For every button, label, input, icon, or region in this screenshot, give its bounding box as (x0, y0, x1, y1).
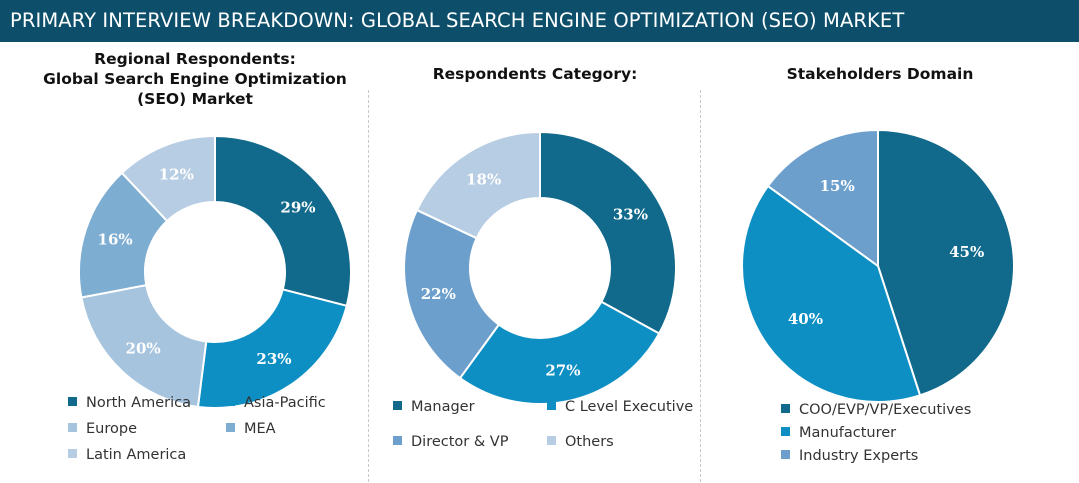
slice-industry-experts (766, 128, 879, 268)
legend-label: North America (86, 395, 191, 411)
legend-label: Industry Experts (799, 448, 919, 464)
legend-label: Director & VP (411, 434, 509, 450)
legend-label: Others (565, 434, 614, 450)
slice-c-level-executive (458, 300, 661, 406)
legend-item: Industry Experts (781, 448, 918, 464)
slice-coo-evp-vp-executives (877, 128, 1015, 397)
divider-left (368, 90, 369, 482)
slice-manufacturer (740, 184, 922, 403)
data-label: 29% (280, 199, 315, 217)
legend-item: C Level Executive (547, 399, 693, 415)
banner: PRIMARY INTERVIEW BREAKDOWN: GLOBAL SEAR… (0, 0, 1079, 42)
chart-title-line: Stakeholders Domain (786, 65, 974, 83)
legend-item: Others (547, 434, 614, 450)
legend-swatch (393, 401, 402, 410)
divider-right (700, 90, 701, 482)
legend-swatch (68, 423, 77, 432)
donut-chart-2: 33% 27% 22% 18% (403, 130, 677, 406)
data-label: 27% (545, 362, 580, 380)
data-label: 18% (466, 170, 501, 188)
slice-director-vp (403, 208, 501, 380)
legend-label: Europe (86, 421, 137, 437)
chart-title-1: Regional Respondents: Global Search Engin… (0, 49, 390, 109)
legend-label: COO/EVP/VP/Executives (799, 402, 972, 418)
legend-item: Latin America (68, 447, 186, 463)
legend-swatch (781, 427, 790, 436)
donut-chart-1: 29% 23% 20% 16% 12% (78, 134, 352, 409)
slice-asia-pacific (196, 288, 348, 409)
chart-title-2: Respondents Category: (380, 64, 690, 84)
legend-item: Director & VP (393, 434, 508, 450)
chart-title-line: Respondents Category: (432, 65, 638, 83)
legend-swatch (68, 397, 77, 406)
legend-item: MEA (226, 421, 276, 437)
slice-latin-america (120, 134, 216, 223)
legend-item: North America (68, 395, 191, 411)
chart-title-3: Stakeholders Domain (720, 64, 1040, 84)
slice-north-america (214, 134, 352, 308)
chart-title-line: Global Search Engine Optimization (43, 70, 347, 88)
data-label: 16% (98, 231, 133, 249)
legend-label: Latin America (86, 447, 187, 463)
legend-swatch (781, 450, 790, 459)
data-label: 15% (820, 177, 855, 195)
legend-label: C Level Executive (565, 399, 694, 415)
legend-swatch (781, 404, 790, 413)
data-label: 45% (949, 243, 984, 261)
legend-swatch (547, 436, 556, 445)
chart-title-line: (SEO) Market (137, 90, 253, 108)
legend-label: Manager (411, 399, 475, 415)
data-label: 40% (788, 310, 823, 328)
data-label: 20% (126, 340, 161, 358)
chart-title-line: Regional Respondents: (94, 50, 296, 68)
legend-swatch (226, 423, 235, 432)
slice-europe (80, 283, 208, 409)
legend-swatch (68, 449, 77, 458)
legend-item: Europe (68, 421, 137, 437)
legend-label: MEA (244, 421, 276, 437)
legend-item: Asia-Pacific (226, 395, 326, 411)
donut-chart-3: 45% 40% 15% (740, 128, 1015, 403)
legend-swatch (393, 436, 402, 445)
banner-title: PRIMARY INTERVIEW BREAKDOWN: GLOBAL SEAR… (10, 9, 905, 32)
legend-item: Manufacturer (781, 425, 896, 441)
data-label: 33% (613, 206, 648, 224)
legend-item: Manager (393, 399, 475, 415)
legend-swatch (547, 401, 556, 410)
data-label: 22% (421, 285, 456, 303)
legend-label: Manufacturer (799, 425, 897, 441)
slice-others (415, 130, 541, 240)
data-label: 23% (256, 350, 291, 368)
slice-manager (539, 130, 677, 335)
data-label: 12% (159, 165, 194, 183)
legend-label: Asia-Pacific (244, 395, 326, 411)
legend-item: COO/EVP/VP/Executives (781, 402, 971, 418)
legend-swatch (226, 397, 235, 406)
